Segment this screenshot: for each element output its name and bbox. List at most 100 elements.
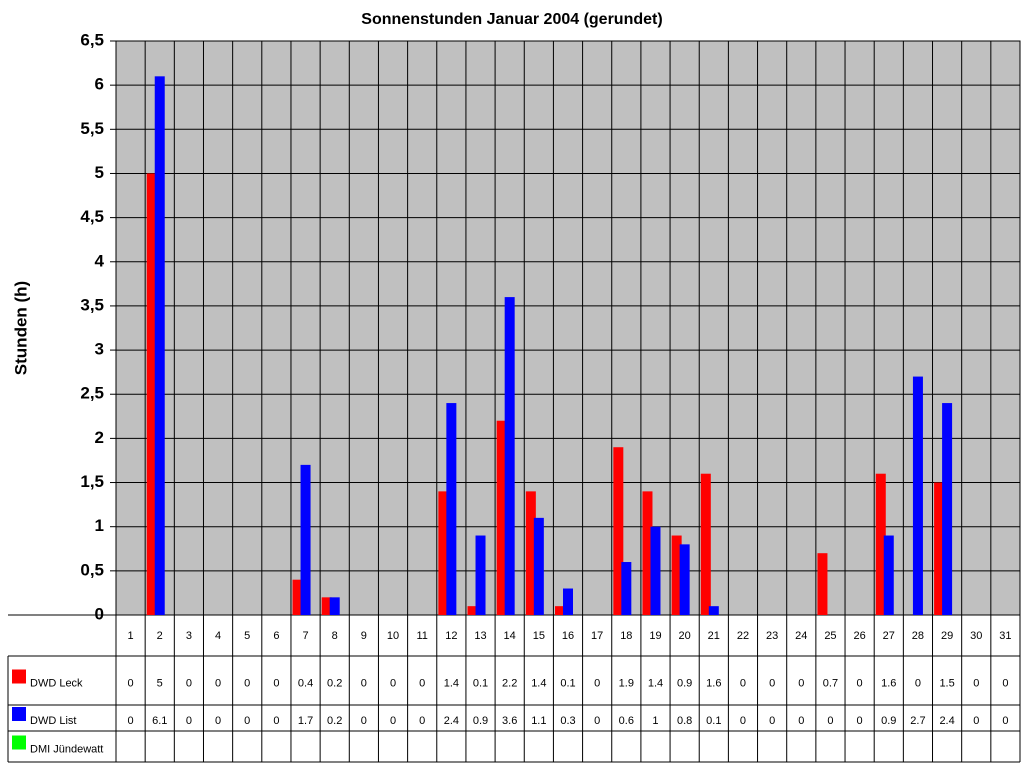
x-tick-label: 21 xyxy=(708,630,720,642)
x-tick-label: 16 xyxy=(562,630,574,642)
x-tick-label: 28 xyxy=(912,630,924,642)
legend-label: DMI Jündewatt xyxy=(30,743,103,755)
y-tick-label: 4 xyxy=(95,251,105,270)
table-value: 1.9 xyxy=(619,677,634,689)
table-value: 0 xyxy=(244,677,250,689)
table-value: 0 xyxy=(594,715,600,727)
table-value: 0 xyxy=(798,677,804,689)
x-tick-label: 18 xyxy=(620,630,632,642)
x-tick-label: 14 xyxy=(504,630,516,642)
table-value: 0 xyxy=(361,715,367,727)
y-tick-label: 0,5 xyxy=(80,560,104,579)
bar xyxy=(446,403,457,615)
bar xyxy=(154,76,165,616)
y-tick-label: 5,5 xyxy=(80,119,104,138)
table-value: 0 xyxy=(798,715,804,727)
x-tick-label: 29 xyxy=(941,630,953,642)
table-value: 2.7 xyxy=(910,715,925,727)
table-value: 0.2 xyxy=(327,677,342,689)
x-tick-label: 26 xyxy=(853,630,865,642)
legend-swatch xyxy=(12,707,26,721)
table-value: 0 xyxy=(740,715,746,727)
table-value: 5 xyxy=(157,677,163,689)
bar xyxy=(875,473,886,615)
table-value: 1.6 xyxy=(706,677,721,689)
y-axis-label: Stunden (h) xyxy=(11,281,30,375)
x-tick-label: 6 xyxy=(273,630,279,642)
table-value: 0 xyxy=(128,677,134,689)
y-tick-label: 2,5 xyxy=(80,384,104,403)
table-value: 0.8 xyxy=(677,715,692,727)
table-value: 0.3 xyxy=(560,715,575,727)
bar xyxy=(525,491,536,615)
table-value: 0 xyxy=(973,677,979,689)
bar xyxy=(533,517,544,615)
x-tick-label: 25 xyxy=(824,630,836,642)
table-value: 1.6 xyxy=(881,677,896,689)
table-value: 0 xyxy=(419,677,425,689)
y-tick-label: 3 xyxy=(95,340,104,359)
bar xyxy=(934,482,945,615)
x-tick-label: 7 xyxy=(302,630,308,642)
table-value: 0 xyxy=(857,677,863,689)
table-value: 1.1 xyxy=(531,715,546,727)
bar xyxy=(650,526,661,615)
table-value: 0 xyxy=(594,677,600,689)
bar xyxy=(496,420,507,615)
x-tick-label: 20 xyxy=(679,630,691,642)
x-tick-label: 3 xyxy=(186,630,192,642)
legend-swatch xyxy=(12,669,26,684)
x-tick-label: 23 xyxy=(766,630,778,642)
x-tick-label: 30 xyxy=(970,630,982,642)
table-value: 0.4 xyxy=(298,677,313,689)
table-value: 0 xyxy=(973,715,979,727)
x-tick-label: 17 xyxy=(591,630,603,642)
table-value: 1.4 xyxy=(444,677,459,689)
x-tick-label: 5 xyxy=(244,630,250,642)
bar xyxy=(329,597,340,615)
bar xyxy=(613,447,624,615)
x-tick-label: 12 xyxy=(445,630,457,642)
x-tick-label: 1 xyxy=(128,630,134,642)
plot-area xyxy=(115,40,1021,616)
table-value: 0 xyxy=(361,677,367,689)
table-value: 1.7 xyxy=(298,715,313,727)
bar xyxy=(292,579,303,615)
bar xyxy=(942,403,953,615)
bar xyxy=(555,606,565,615)
y-tick-label: 1 xyxy=(95,516,104,535)
x-tick-label: 2 xyxy=(157,630,163,642)
table-value: 0 xyxy=(186,677,192,689)
table-value: 0 xyxy=(1002,677,1008,689)
x-tick-label: 27 xyxy=(883,630,895,642)
table-value: 0.1 xyxy=(706,715,721,727)
table-value: 0.6 xyxy=(619,715,634,727)
table-value: 3.6 xyxy=(502,715,517,727)
table-value: 0 xyxy=(740,677,746,689)
bar xyxy=(321,597,332,615)
table-value: 1.5 xyxy=(939,677,954,689)
table-value: 0 xyxy=(419,715,425,727)
table-value: 2.4 xyxy=(444,715,459,727)
y-tick-label: 1,5 xyxy=(80,472,104,491)
table-value: 0 xyxy=(273,677,279,689)
x-tick-label: 10 xyxy=(387,630,399,642)
legend-swatch xyxy=(12,735,26,750)
table-value: 0 xyxy=(215,715,221,727)
bar xyxy=(621,562,632,615)
bar xyxy=(671,535,682,615)
table-value: 0 xyxy=(769,677,775,689)
chart-title: Sonnenstunden Januar 2004 (gerundet) xyxy=(361,11,662,28)
bar xyxy=(300,464,311,615)
table-value: 0.9 xyxy=(881,715,896,727)
x-tick-label: 13 xyxy=(474,630,486,642)
y-tick-label: 2 xyxy=(95,428,104,447)
table-value: 2.4 xyxy=(939,715,954,727)
bar xyxy=(817,553,828,615)
table-value: 0 xyxy=(186,715,192,727)
table-value: 0 xyxy=(390,715,396,727)
x-tick-label: 24 xyxy=(795,630,807,642)
table-value: 0.9 xyxy=(677,677,692,689)
legend-label: DWD List xyxy=(30,715,76,727)
